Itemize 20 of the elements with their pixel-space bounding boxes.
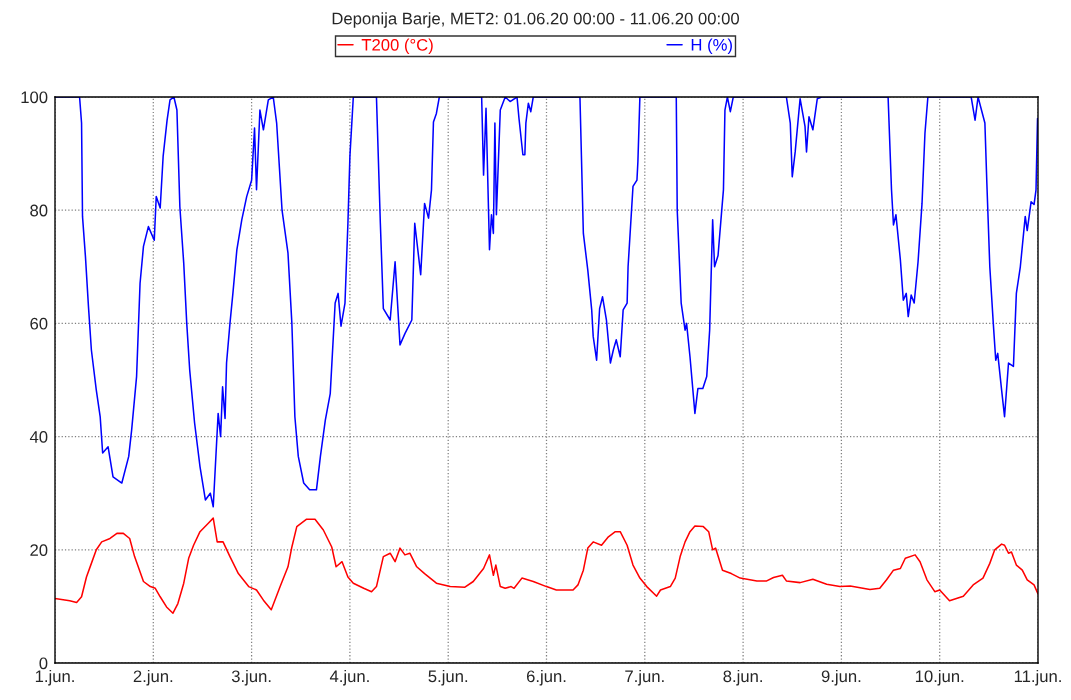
y-tick-label: 20	[30, 544, 48, 556]
y-tick-label: 0	[39, 657, 48, 670]
legend-label: H (%)	[691, 38, 732, 55]
x-tick-label: 8.jun.	[723, 669, 762, 686]
x-tick-label: 11.jun.	[1014, 669, 1061, 686]
y-tick-label: 60	[30, 317, 48, 330]
x-tick-label: 2.jun.	[133, 669, 173, 686]
x-tick-label: 10.jun.	[915, 669, 964, 686]
x-tick-label: 4.jun.	[329, 669, 369, 686]
legend-label: T200 (°C)	[361, 38, 433, 55]
y-tick-label: 40	[29, 431, 48, 443]
chart-title: Deponija Barje, MET2: 01.06.20 00:00 - 11.06.20 00:00	[332, 12, 740, 28]
y-tick-label: 80	[30, 204, 48, 217]
x-tick-label: 5.jun.	[428, 669, 468, 686]
x-tick-label: 6.jun.	[526, 669, 566, 686]
x-tick-label: 9.jun.	[821, 669, 861, 686]
x-tick-label: 1.jun.	[35, 669, 74, 686]
y-tick-label: 100	[21, 91, 48, 104]
x-tick-label: 3.jun.	[231, 669, 271, 686]
x-tick-label: 7.jun.	[625, 669, 664, 686]
